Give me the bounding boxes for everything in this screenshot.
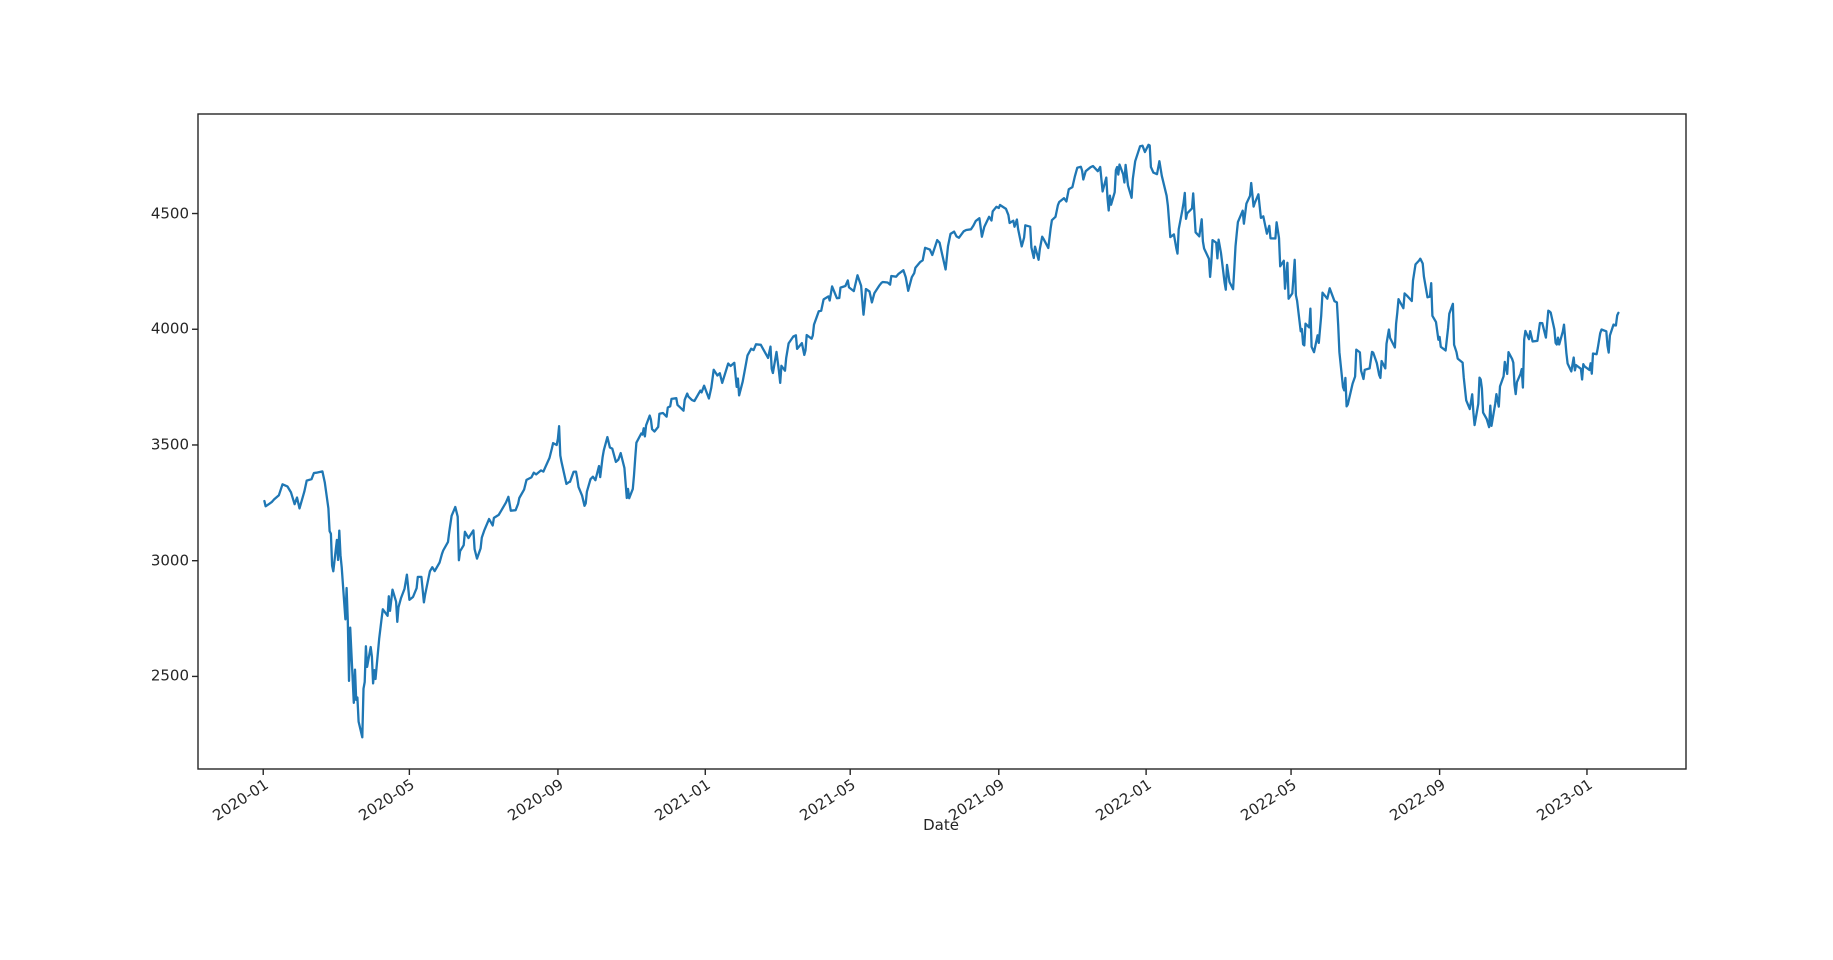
plot-border (197, 113, 1687, 770)
y-tick-label: 3000 (150, 551, 189, 570)
x-axis-label: Date (923, 816, 959, 834)
y-tick-label: 4000 (150, 319, 189, 338)
y-tick-label: 2500 (150, 666, 189, 685)
y-tick-label: 3500 (150, 435, 189, 454)
price-line (263, 143, 1620, 739)
y-tick-label: 4500 (150, 204, 189, 222)
